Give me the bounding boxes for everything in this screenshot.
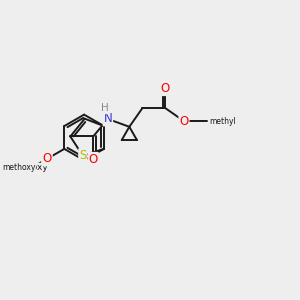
Text: H: H xyxy=(100,103,108,113)
Text: O: O xyxy=(179,115,189,128)
Text: O: O xyxy=(42,152,52,165)
Text: S: S xyxy=(79,149,86,162)
Text: methoxy: methoxy xyxy=(8,164,48,172)
Text: N: N xyxy=(103,112,112,125)
Text: O: O xyxy=(160,82,170,95)
Text: O: O xyxy=(42,152,52,165)
Text: methoxy: methoxy xyxy=(2,164,35,172)
Text: methyl: methyl xyxy=(210,117,236,126)
Text: O: O xyxy=(88,153,98,166)
